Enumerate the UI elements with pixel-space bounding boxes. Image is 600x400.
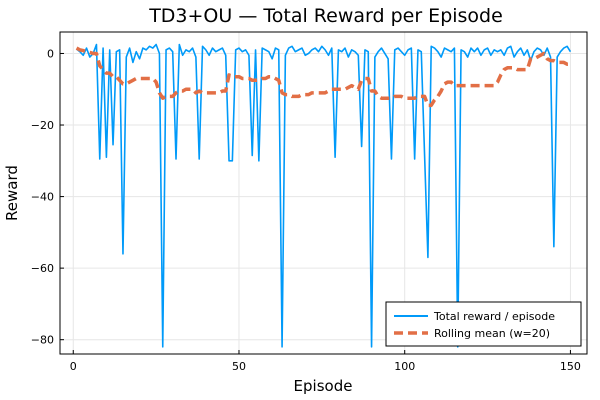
- y-tick-label: −40: [31, 191, 54, 204]
- legend-label-total-reward: Total reward / episode: [433, 310, 555, 323]
- y-tick-label: −60: [31, 262, 54, 275]
- y-tick-label: −20: [31, 119, 54, 132]
- x-axis-label: Episode: [294, 377, 353, 395]
- x-tick-label: 150: [560, 360, 581, 373]
- y-axis-label: Reward: [3, 165, 21, 221]
- y-tick-label: −80: [31, 334, 54, 347]
- x-tick-label: 0: [70, 360, 77, 373]
- x-tick-label: 100: [394, 360, 415, 373]
- legend-label-rolling-mean: Rolling mean (w=20): [434, 327, 550, 340]
- y-tick-label: 0: [47, 47, 54, 60]
- x-tick-label: 50: [232, 360, 246, 373]
- chart-title: TD3+OU — Total Reward per Episode: [148, 5, 503, 27]
- chart-legend: Total reward / episode Rolling mean (w=2…: [385, 301, 582, 347]
- series-line-total-reward-episode: [76, 43, 572, 348]
- series-line-rolling-mean-w-20: [75, 46, 571, 108]
- plot-frame: [59, 31, 588, 355]
- series-layer: [75, 43, 572, 348]
- legend-box: [385, 301, 582, 347]
- axis-ticks: 0 50 100 150 0 −20 −40 −60 −80: [31, 47, 581, 373]
